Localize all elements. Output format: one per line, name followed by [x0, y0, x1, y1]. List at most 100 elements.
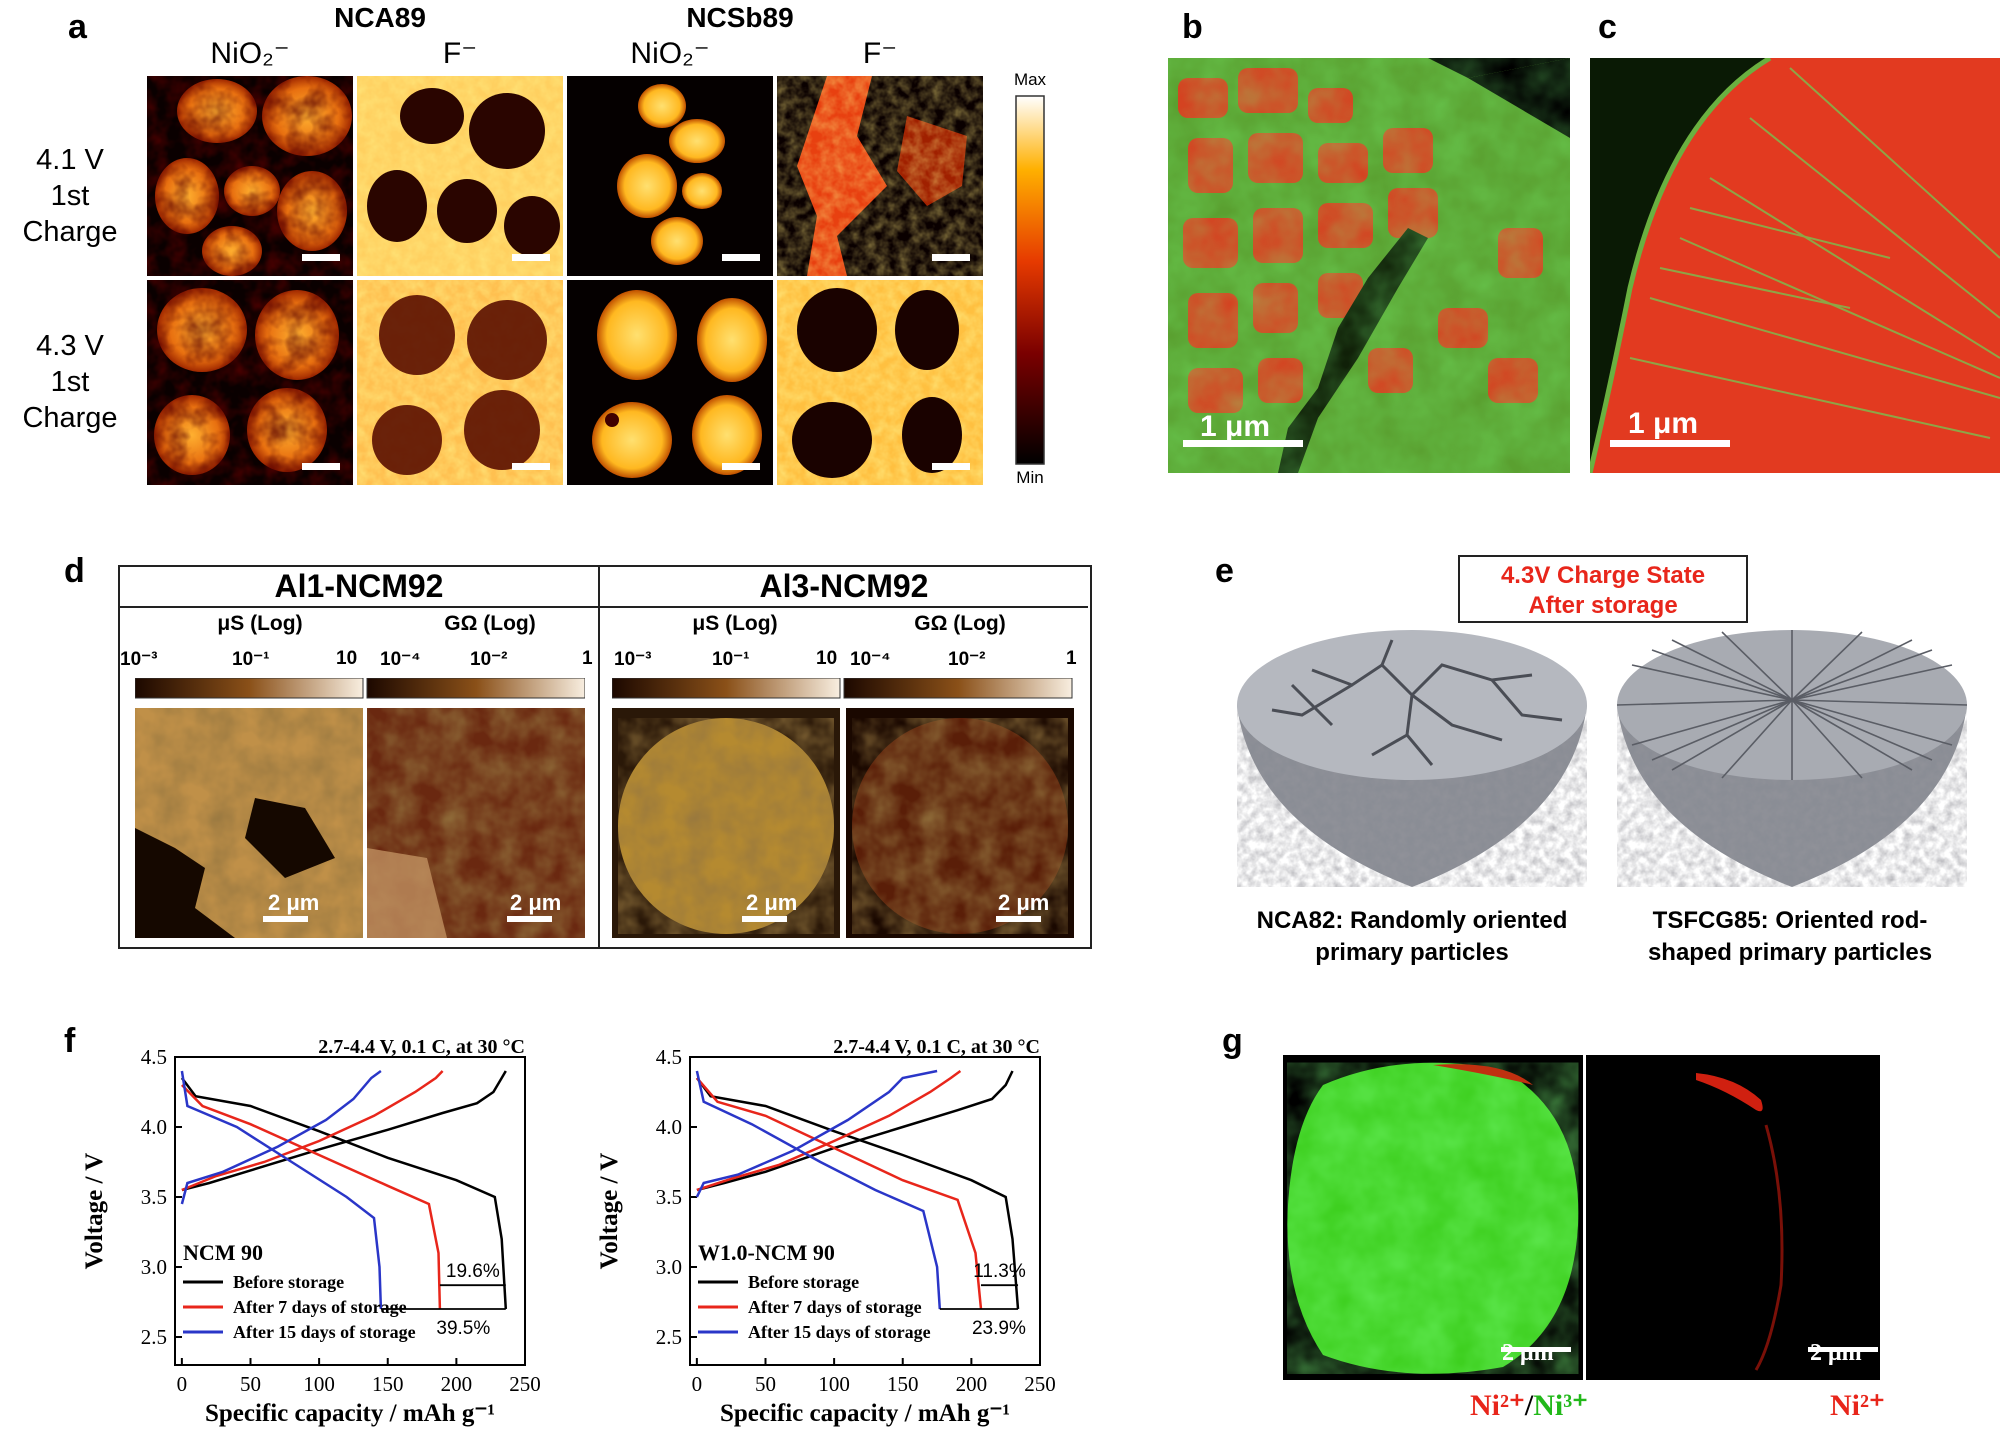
scale-label-d-1: 2 μm — [268, 890, 320, 915]
map-ncsb89-f-4-1v — [777, 76, 983, 276]
column-label-f-1: F⁻ — [442, 37, 478, 70]
tick-gohm-2-min: 10⁻⁴ — [850, 649, 891, 670]
y-tick-label: 3.5 — [141, 1185, 167, 1209]
annotation-label-2: 23.9% — [972, 1318, 1026, 1339]
annotation-label-2: 39.5% — [436, 1318, 490, 1339]
tick-gohm-2-max: 1 — [1066, 648, 1077, 669]
legend-label-1: Before storage — [233, 1272, 344, 1292]
colorbar-min: Min — [1016, 468, 1044, 487]
x-axis-label: Specific capacity / mAh g⁻¹ — [720, 1400, 1010, 1427]
map-al3-conductance — [612, 708, 840, 938]
legend-separator: / — [1524, 1389, 1534, 1422]
y-tick-label: 4.5 — [656, 1045, 682, 1069]
map-nca89-nio2-4-1v — [147, 76, 353, 276]
sample-title-al1: Al1-NCM92 — [274, 568, 444, 604]
series-line-1-charge — [181, 1070, 507, 1192]
image-panel-c — [1590, 58, 2000, 473]
particle-tsfcg85 — [1616, 630, 1968, 887]
sample-label: W1.0-NCM 90 — [698, 1240, 835, 1265]
plot-frame — [689, 1056, 1041, 1366]
image-panel-b — [1168, 58, 1570, 473]
annotation-label-1: 11.3% — [973, 1261, 1026, 1282]
series-line-3-discharge — [695, 1070, 942, 1310]
map-al3-resistance — [846, 708, 1074, 938]
series-line-2-charge — [696, 1069, 962, 1192]
y-tick-label: 4.5 — [141, 1045, 167, 1069]
panel-label-c: c — [1598, 8, 1617, 46]
caption-tsfcg85-line2: shaped primary particles — [1647, 939, 1933, 966]
legend-label-3: After 15 days of storage — [748, 1322, 931, 1342]
image-g-ni2 — [1586, 1055, 1880, 1380]
panel-label-f: f — [64, 1022, 76, 1060]
caption-tsfcg85: TSFCG85: Oriented rod- shaped primary pa… — [1600, 905, 1980, 969]
map-al1-resistance — [367, 708, 585, 938]
image-g-ni2-ni3 — [1283, 1055, 1583, 1380]
tick-gohm-2-mid: 10⁻² — [948, 649, 986, 670]
x-tick-label: 250 — [509, 1372, 541, 1396]
scale-label-d-4: 2 μm — [998, 890, 1050, 915]
scale-title-gohm-2: GΩ (Log) — [914, 612, 1006, 635]
scale-title-us-1: μS (Log) — [217, 612, 303, 635]
caption-nca82-line2: primary particles — [1315, 939, 1509, 966]
tick-gohm-1-min: 10⁻⁴ — [380, 649, 421, 670]
chart-ncm90: 2.7-4.4 V, 0.1 C, at 30 °C 0 50 100 150 200 25… — [81, 1036, 541, 1427]
x-tick-label: 200 — [441, 1372, 473, 1396]
map-nca89-f-4-1v — [357, 76, 563, 276]
panel-label-b: b — [1182, 8, 1203, 46]
map-nca89-nio2-4-3v — [147, 280, 353, 485]
y-tick-label: 2.5 — [656, 1325, 682, 1349]
group-label-nca89: NCA89 — [334, 2, 426, 33]
series-line-2-discharge — [181, 1084, 442, 1310]
colorbars-al3 — [612, 678, 1073, 699]
series-line-3-discharge — [180, 1070, 383, 1310]
legend-label-2: After 7 days of storage — [748, 1297, 922, 1317]
scale-title-gohm-1: GΩ (Log) — [444, 612, 536, 635]
panel-d-frame — [118, 565, 1092, 949]
row-label-4-1v: 4.1 V 1st Charge — [0, 142, 140, 250]
series-line-3-charge — [695, 1069, 938, 1198]
series-line-2-discharge — [695, 1077, 983, 1310]
colorbar-hot — [1015, 95, 1045, 465]
y-tick-label: 3.0 — [141, 1255, 167, 1279]
plot-frame — [174, 1056, 526, 1366]
caption-nca82-line1: NCA82: Randomly oriented — [1256, 907, 1568, 934]
map-nca89-f-4-3v — [357, 280, 563, 485]
tick-us-2-min: 10⁻³ — [614, 649, 652, 670]
legend-label-2: After 7 days of storage — [233, 1297, 407, 1317]
x-tick-label: 100 — [818, 1372, 850, 1396]
scale-label-g-1: 2 μm — [1502, 1340, 1554, 1366]
storage-state-box: 4.3V Charge State After storage — [1458, 555, 1748, 623]
row-step: 1st Charge — [22, 180, 118, 248]
y-tick-label: 4.0 — [656, 1115, 682, 1139]
caption-tsfcg85-line1: TSFCG85: Oriented rod- — [1652, 907, 1928, 934]
series-line-1-discharge — [180, 1077, 508, 1310]
panel-label-a: a — [68, 8, 87, 46]
x-tick-label: 150 — [372, 1372, 404, 1396]
chart-w1-ncm90: 2.7-4.4 V, 0.1 C, at 30 °C 0 50 100 150 200 25… — [596, 1036, 1056, 1427]
column-label-nio2-1: NiO₂⁻ — [210, 37, 290, 70]
y-tick-label: 3.0 — [656, 1255, 682, 1279]
colorbars-al1 — [135, 678, 585, 699]
legend-ni2: Ni²⁺ — [1470, 1389, 1525, 1422]
legend-ni3: Ni³⁺ — [1533, 1389, 1589, 1422]
chart-title: 2.7-4.4 V, 0.1 C, at 30 °C — [833, 1036, 1040, 1058]
caption-nca82: NCA82: Randomly oriented primary particl… — [1222, 905, 1602, 969]
map-ncsb89-nio2-4-1v — [567, 76, 773, 276]
legend-label-3: After 15 days of storage — [233, 1322, 416, 1342]
map-al1-conductance — [135, 708, 363, 938]
x-tick-label: 0 — [692, 1372, 703, 1396]
panel-label-e: e — [1215, 552, 1234, 590]
column-label-nio2-2: NiO₂⁻ — [630, 37, 710, 70]
panel-label-d: d — [64, 552, 85, 590]
y-tick-label: 3.5 — [656, 1185, 682, 1209]
tick-us-1-mid: 10⁻¹ — [232, 649, 270, 670]
y-tick-label: 2.5 — [141, 1325, 167, 1349]
tick-gohm-1-mid: 10⁻² — [470, 649, 508, 670]
sample-label: NCM 90 — [183, 1240, 263, 1265]
y-axis-label: Voltage / V — [81, 1153, 108, 1270]
scale-label-g-2: 2 μm — [1810, 1340, 1862, 1366]
x-tick-label: 50 — [755, 1372, 776, 1396]
tick-us-1-min: 10⁻³ — [120, 649, 158, 670]
x-tick-label: 0 — [177, 1372, 188, 1396]
legend-label-1: Before storage — [748, 1272, 859, 1292]
